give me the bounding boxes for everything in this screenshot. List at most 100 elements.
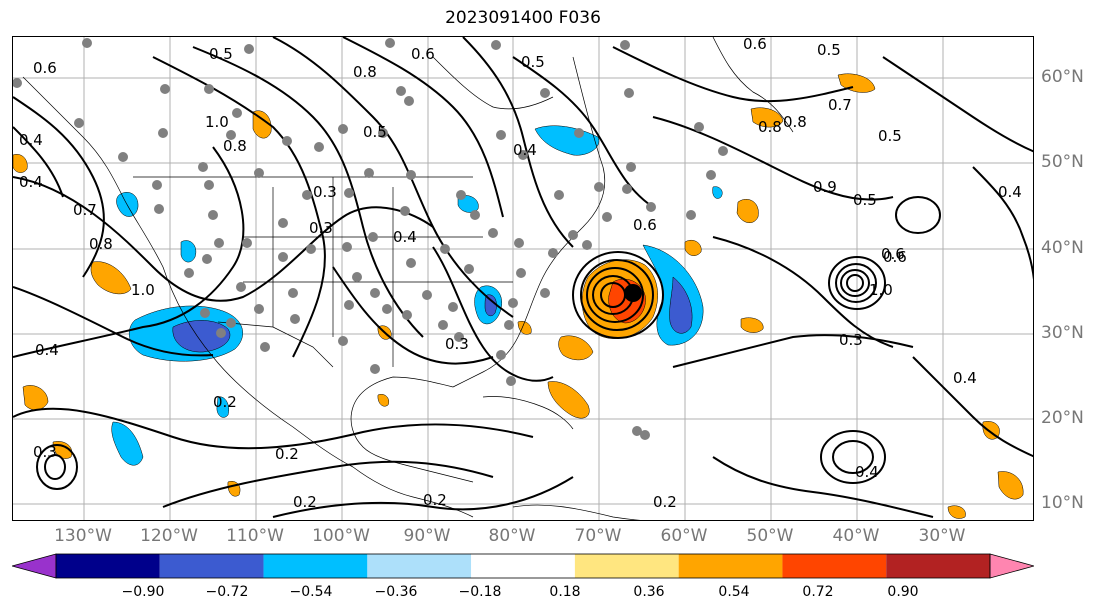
storm-center-marker [624,284,642,302]
contour-label: 0.4 [513,141,537,159]
contour-label: 1.0 [131,281,155,299]
station [540,288,550,298]
contour-label: 0.4 [953,369,977,387]
station [496,350,506,360]
coastline-cuba [482,396,574,430]
coastline-gulf [350,376,474,483]
station [288,288,298,298]
contour-label: 0.6 [881,245,905,263]
station [385,38,395,48]
coastline-south-america [512,504,641,520]
lat-label: 40°N [1041,238,1084,258]
station [260,342,270,352]
fill-pacific-west [22,385,49,411]
colorbar-tick-label: 0.36 [633,584,665,600]
contour-9 [342,37,504,218]
lon-label: 120°W [140,526,198,546]
station [488,228,498,238]
station [368,232,378,242]
station [226,130,236,140]
contour-label: 1.0 [869,281,893,299]
station [640,430,650,440]
colorbar-tick-label: 0.18 [549,584,581,600]
fill-california [90,261,132,295]
station [74,118,84,128]
station [13,78,22,88]
station [456,190,466,200]
station [370,288,380,298]
station [216,328,226,338]
contour-label: 0.5 [521,53,545,71]
contour-20 [13,286,214,357]
lon-label: 30°W [918,526,966,546]
fill-pacific-low-core [172,320,231,353]
contour-label: 0.3 [33,443,57,461]
station [338,124,348,134]
colorbar-extend-min [12,553,57,579]
contour-label: 0.4 [35,341,59,359]
station [504,320,514,330]
contour-label: 0.2 [653,493,677,511]
political-boundaries [22,37,794,520]
station [464,264,474,274]
lon-label: 80°W [488,526,536,546]
coastline-na-east [452,56,606,388]
contour-label: 0.5 [363,123,387,141]
colorbar-segment [678,554,783,578]
fill-caribbean-orange [547,381,590,419]
station [352,272,362,282]
station [491,40,501,50]
observation-stations [13,38,728,440]
fill-southeast-core [484,294,497,317]
contour-label: 0.3 [839,331,863,349]
station [686,210,696,220]
station [440,244,450,254]
fill-south-pacific [216,396,229,418]
contour-hurricane-4 [580,259,655,331]
colorbar-tick-label: −0.18 [458,584,502,600]
fill-sw-small [227,481,241,497]
station [158,128,168,138]
station [508,298,518,308]
map-panel: 0.6 0.5 0.8 0.6 0.4 0.5 0.5 0.4 0.6 1.0 … [12,36,1034,521]
fill-pacific-nw [13,154,28,173]
contour-5 [272,476,574,518]
lon-label: 70°W [574,526,622,546]
contour-label: 0.3 [445,335,469,353]
station [518,150,528,160]
station [254,168,264,178]
contour-2 [13,146,245,358]
fill-zdd [947,505,966,519]
contour-atlantic-low-1 [846,274,865,292]
station [154,204,164,214]
station [160,84,170,94]
contour-10 [462,37,574,248]
contour-label: 0.3 [309,219,333,237]
contour-16 [912,356,1033,458]
station [516,268,526,278]
contour-hurricane-3 [586,267,645,323]
border-us-mexico [217,321,334,368]
contour-label: 0.6 [411,45,435,63]
station [506,376,516,386]
station [364,168,374,178]
station [118,152,128,162]
lon-label: 90°W [403,526,451,546]
colorbar-segment [782,554,887,578]
contour-23 [332,266,494,365]
station [198,162,208,172]
station [626,162,636,172]
contour-12 [612,46,854,103]
station [290,314,300,324]
station [568,230,578,240]
contour-pacific-sw-2 [36,444,79,490]
colorbar-tick-label: −0.36 [374,584,418,600]
contour-label: 0.4 [855,463,879,481]
station [202,254,212,264]
fill-atlantic-small [712,186,723,199]
contour-hurricane-5 [572,251,665,339]
contour-label-layer: 0.6 0.5 0.8 0.6 0.4 0.5 0.5 0.4 0.6 1.0 … [19,37,1022,511]
station [226,318,236,328]
station [152,180,162,190]
graticule [13,37,1033,520]
